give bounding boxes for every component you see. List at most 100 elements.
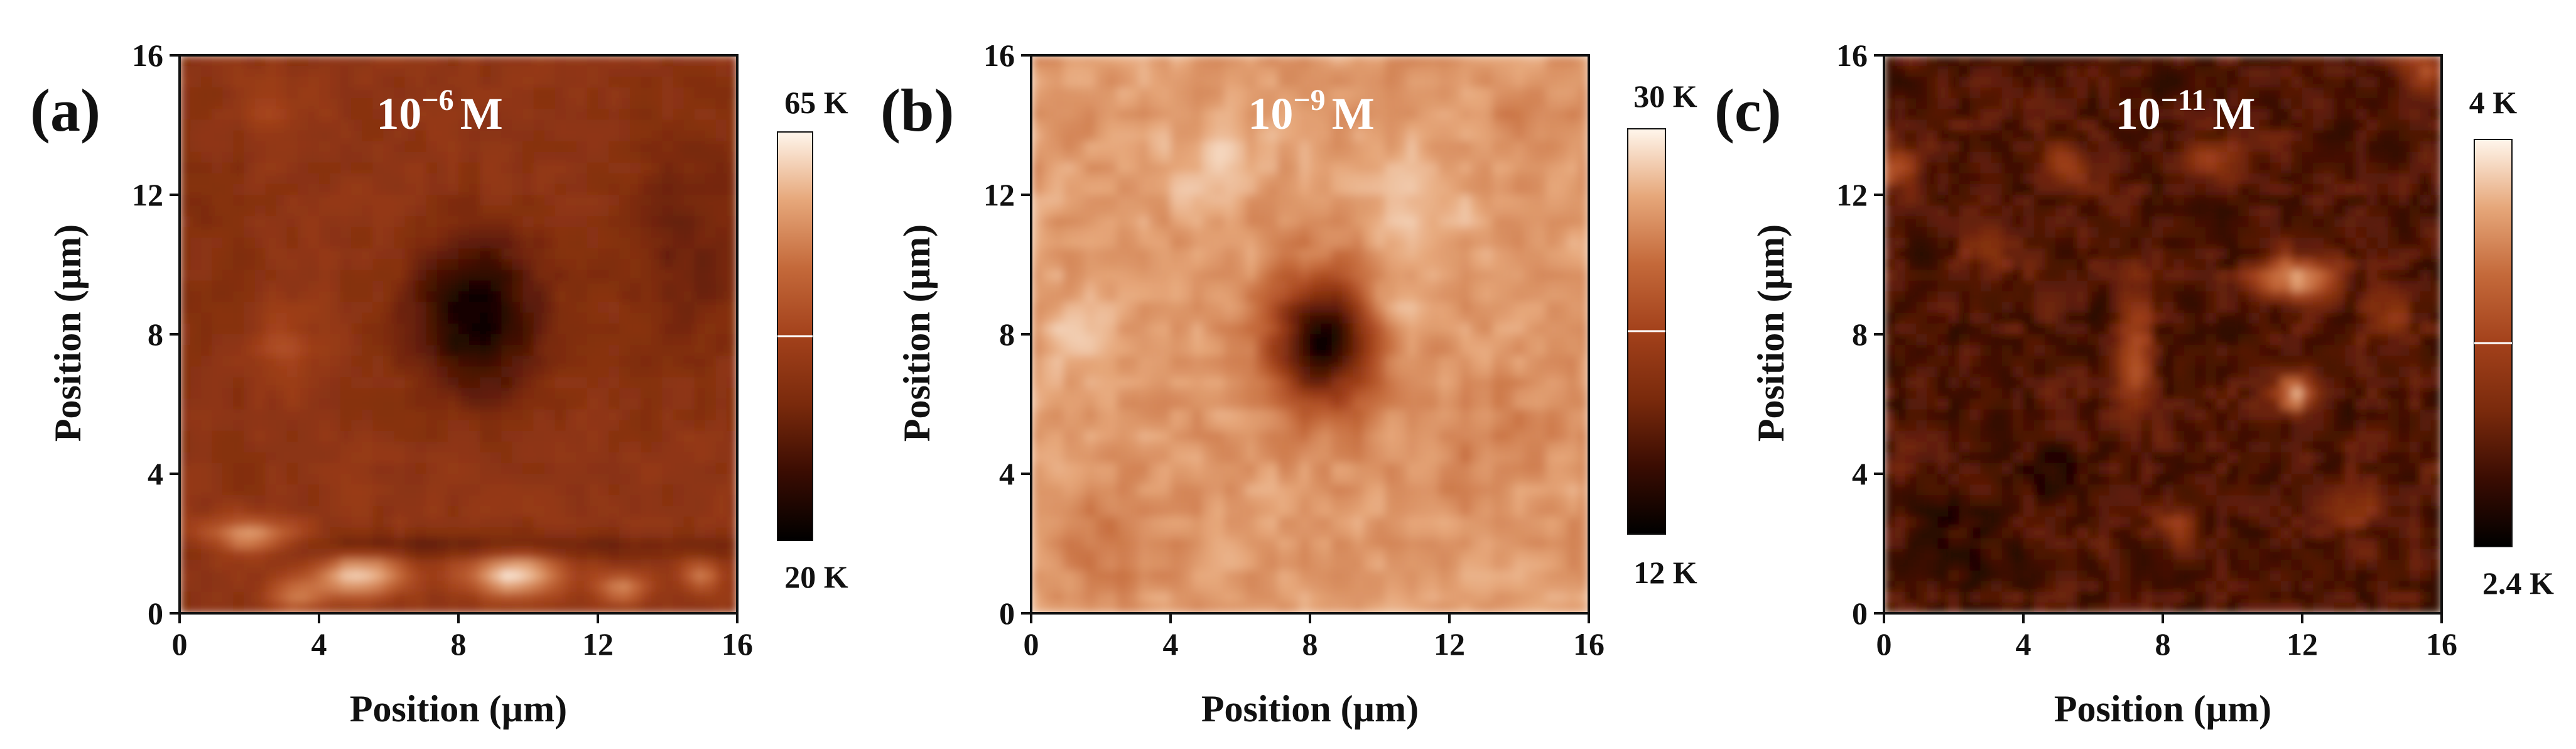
heatmap-cell [598, 238, 609, 249]
heatmap-cell [212, 506, 224, 518]
heatmap-cell [1417, 238, 1429, 249]
heatmap-cell [1213, 55, 1225, 67]
heatmap-cell [1149, 409, 1161, 421]
heatmap-cell [705, 452, 717, 464]
heatmap-cell [1085, 280, 1096, 292]
heatmap-cell [362, 409, 374, 421]
heatmap-cell [394, 581, 406, 593]
heatmap-cell [1342, 452, 1354, 464]
heatmap-cell [1310, 98, 1321, 110]
heatmap-cell [1181, 173, 1193, 185]
heatmap-cell [1492, 302, 1504, 314]
heatmap-cell [1310, 280, 1321, 292]
heatmap-cell [1545, 151, 1557, 163]
heatmap-cell [436, 291, 448, 303]
heatmap-cell [1256, 130, 1268, 142]
heatmap-cell [673, 98, 685, 110]
heatmap-cell [512, 495, 524, 507]
heatmap-cell [1578, 130, 1589, 142]
heatmap-cell [212, 195, 224, 206]
heatmap-cell [319, 559, 330, 571]
heatmap-cell [694, 141, 706, 153]
heatmap-cell [1288, 270, 1300, 282]
heatmap-cell [1449, 119, 1461, 131]
heatmap-cell [662, 195, 674, 206]
heatmap-cell [201, 441, 213, 453]
heatmap-cell [1363, 205, 1375, 217]
heatmap-cell [286, 312, 298, 324]
heatmap-cell [576, 280, 588, 292]
heatmap-cell [254, 559, 266, 571]
heatmap-cell [222, 345, 234, 356]
heatmap-cell [340, 55, 352, 67]
heatmap-cell [1267, 366, 1279, 378]
heatmap-cell [490, 216, 502, 228]
heatmap-cell [212, 312, 224, 324]
heatmap-cell [705, 527, 717, 539]
heatmap-cell [1503, 259, 1515, 271]
heatmap-cell [180, 506, 191, 518]
heatmap-cell [1513, 474, 1525, 485]
heatmap-cell [598, 517, 609, 528]
heatmap-cell [705, 581, 717, 593]
heatmap-cell [458, 66, 470, 77]
heatmap-cell [1524, 312, 1536, 324]
heatmap-cell [1031, 227, 1042, 239]
heatmap-cell [1149, 173, 1161, 185]
heatmap-cell [212, 173, 224, 185]
heatmap-cell [1353, 55, 1365, 67]
heatmap-cell [501, 195, 513, 206]
heatmap-cell [415, 538, 427, 550]
heatmap-cell [1127, 334, 1139, 346]
heatmap-cell [1192, 173, 1204, 185]
heatmap-cell [1535, 195, 1547, 206]
heatmap-cell [1245, 302, 1257, 314]
heatmap-cell [351, 334, 363, 346]
heatmap-cell [276, 312, 288, 324]
heatmap-cell [501, 312, 513, 324]
heatmap-cell [1556, 119, 1568, 131]
heatmap-cell [715, 109, 727, 121]
heatmap-cell [1353, 377, 1365, 389]
heatmap-cell [705, 162, 717, 174]
heatmap-cell [1031, 130, 1042, 142]
heatmap-cell [1374, 495, 1386, 507]
heatmap-cell [715, 302, 727, 314]
heatmap-cell [308, 570, 320, 582]
heatmap-cell [1492, 388, 1504, 400]
heatmap-cell [297, 141, 309, 153]
heatmap-cell [436, 398, 448, 410]
heatmap-cell [1492, 495, 1504, 507]
heatmap-cell [1513, 484, 1525, 496]
heatmap-cell [565, 66, 577, 77]
heatmap-cell [362, 312, 374, 324]
heatmap-cell [308, 162, 320, 174]
heatmap-cell [1492, 183, 1504, 195]
heatmap-cell [1181, 484, 1193, 496]
heatmap-cell [1471, 474, 1483, 485]
heatmap-cell [190, 591, 202, 603]
heatmap-cell [662, 527, 674, 539]
heatmap-cell [683, 559, 695, 571]
heatmap-cell [715, 527, 727, 539]
heatmap-cell [212, 162, 224, 174]
heatmap-cell [404, 506, 416, 518]
heatmap-cell [1481, 216, 1493, 228]
heatmap-cell [276, 119, 288, 131]
heatmap-cell [480, 527, 492, 539]
heatmap-cell [319, 173, 330, 185]
heatmap-cell [458, 280, 470, 292]
heatmap-cell [372, 398, 384, 410]
heatmap-cell [458, 291, 470, 303]
heatmap-cell [340, 484, 352, 496]
heatmap-cell [1171, 141, 1182, 153]
heatmap-cell [1245, 205, 1257, 217]
heatmap-cell [351, 527, 363, 539]
heatmap-cell [469, 377, 480, 389]
heatmap-cell [490, 280, 502, 292]
heatmap-cell [512, 130, 524, 142]
heatmap-cell [522, 119, 534, 131]
heatmap-cell [630, 173, 642, 185]
heatmap-cell [630, 205, 642, 217]
heatmap-cell [1245, 227, 1257, 239]
